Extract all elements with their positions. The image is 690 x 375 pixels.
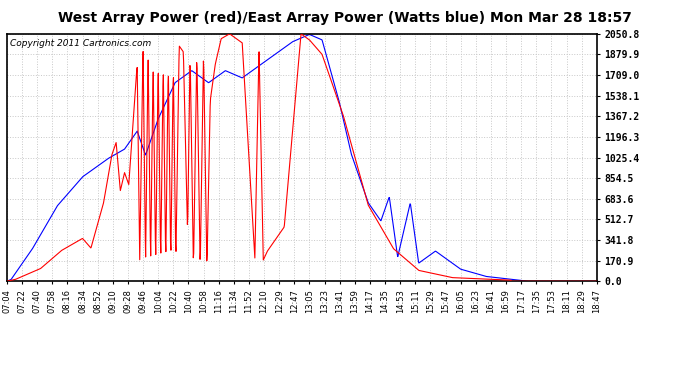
Text: Copyright 2011 Cartronics.com: Copyright 2011 Cartronics.com <box>10 39 151 48</box>
Text: West Array Power (red)/East Array Power (Watts blue) Mon Mar 28 18:57: West Array Power (red)/East Array Power … <box>58 11 632 25</box>
